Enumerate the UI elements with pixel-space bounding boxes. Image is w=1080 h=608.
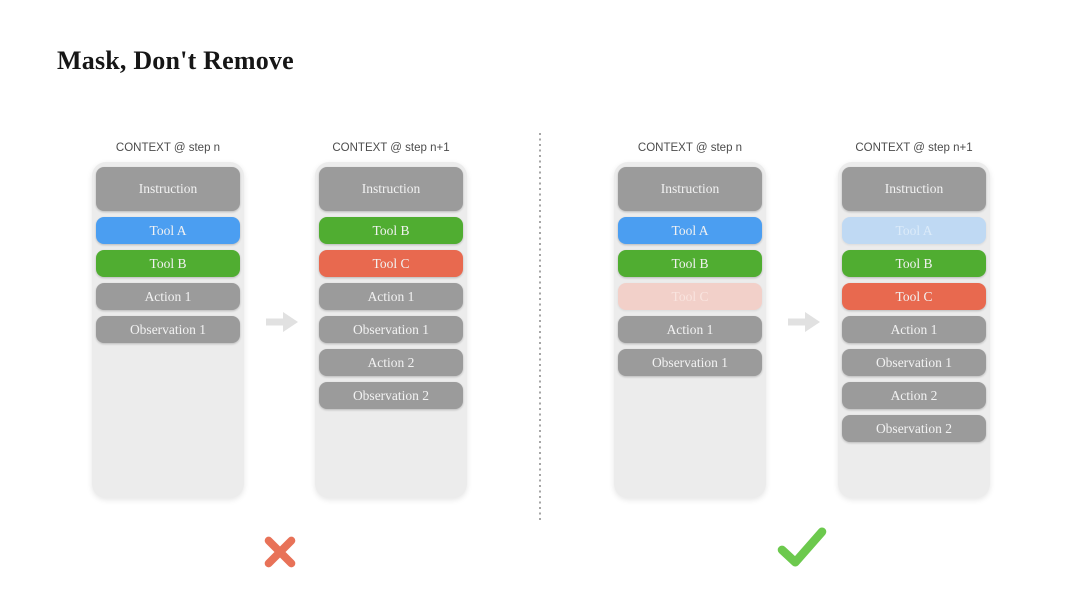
column-header: CONTEXT @ step n+1 xyxy=(855,142,973,154)
context-block-tool-b: Tool B xyxy=(96,250,240,277)
context-block-tool-c: Tool C xyxy=(842,283,986,310)
context-container: Instruction Tool A Tool B Tool C Action 1 Obs… xyxy=(614,162,766,498)
arrow-right-icon xyxy=(786,311,822,333)
context-block-action-1: Action 1 xyxy=(319,283,463,310)
vertical-dotted-divider xyxy=(539,133,541,522)
context-block-action-2: Action 2 xyxy=(842,382,986,409)
column-header: CONTEXT @ step n xyxy=(637,142,743,154)
column-remove-step-n1: CONTEXT @ step n+1 Instruction Tool B Tool… xyxy=(315,140,467,498)
context-block-tool-a: Tool A xyxy=(96,217,240,244)
column-header: CONTEXT @ step n xyxy=(115,142,221,154)
context-container: Instruction Tool A Tool B Tool C Action 1 Obs… xyxy=(838,162,990,498)
column-remove-step-n: CONTEXT @ step n Instruction Tool A Tool B… xyxy=(92,140,244,498)
context-block-tool-b: Tool B xyxy=(319,217,463,244)
context-block-observation-1: Observation 1 xyxy=(319,316,463,343)
page-title: Mask, Don't Remove xyxy=(57,46,294,75)
context-block-tool-b: Tool B xyxy=(618,250,762,277)
context-block-observation-2: Observation 2 xyxy=(319,382,463,409)
context-block-observation-1: Observation 1 xyxy=(96,316,240,343)
column-mask-step-n: CONTEXT @ step n Instruction Tool A Tool B… xyxy=(614,140,766,498)
cross-icon xyxy=(254,528,306,576)
context-container: Instruction Tool B Tool C Action 1 Observati… xyxy=(315,162,467,498)
context-block-instruction: Instruction xyxy=(319,167,463,211)
context-block-action-1: Action 1 xyxy=(618,316,762,343)
context-block-observation-1: Observation 1 xyxy=(618,349,762,376)
context-block-tool-a: Tool A xyxy=(618,217,762,244)
context-container: Instruction Tool A Tool B Action 1 Observati… xyxy=(92,162,244,498)
context-block-action-2: Action 2 xyxy=(319,349,463,376)
context-block-instruction: Instruction xyxy=(618,167,762,211)
column-header: CONTEXT @ step n+1 xyxy=(332,142,450,154)
check-icon xyxy=(776,523,828,571)
context-block-instruction: Instruction xyxy=(842,167,986,211)
column-mask-step-n1: CONTEXT @ step n+1 Instruction Tool A Tool… xyxy=(838,140,990,498)
arrow-right-icon xyxy=(264,311,300,333)
context-block-action-1: Action 1 xyxy=(96,283,240,310)
context-block-tool-c: Tool C xyxy=(319,250,463,277)
context-block-instruction: Instruction xyxy=(96,167,240,211)
context-block-tool-a: Tool A xyxy=(842,217,986,244)
context-block-observation-1: Observation 1 xyxy=(842,349,986,376)
context-block-action-1: Action 1 xyxy=(842,316,986,343)
context-block-tool-b: Tool B xyxy=(842,250,986,277)
context-block-tool-c: Tool C xyxy=(618,283,762,310)
context-block-observation-2: Observation 2 xyxy=(842,415,986,442)
